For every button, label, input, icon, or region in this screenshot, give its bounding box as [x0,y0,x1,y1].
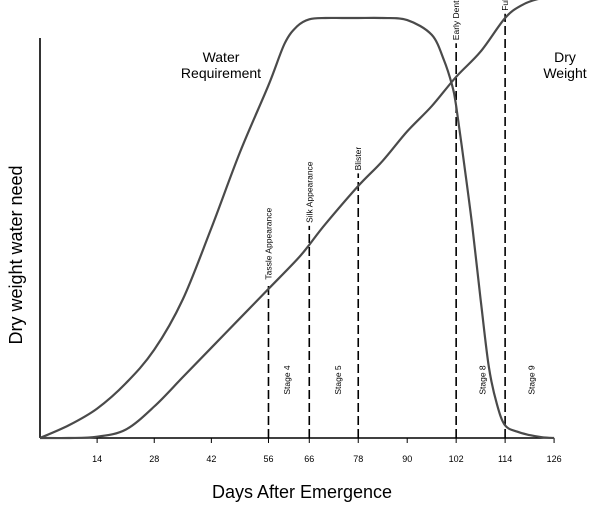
stage-markers: Tassle Appearance Silk Appearance Blister E… [263,0,537,438]
stage-marker-label: Early Dent [451,0,461,40]
stage-marker-label: Silk Appearance [304,161,314,223]
stage-marker-label: Blister [353,147,363,171]
stage-label: Stage 4 [282,365,292,395]
stage-label: Stage 8 [478,365,488,395]
y-axis-title: Dry weight water need [6,165,26,344]
water-requirement-label: Water Requirement [181,49,261,81]
dry-weight-label: Dry Weight [543,49,586,81]
dry-weight-curve [39,0,539,440]
x-tick-label: 90 [402,454,412,464]
x-tick-label: 56 [263,454,273,464]
stage-marker-label: Tassle Appearance [263,208,273,280]
axes [39,38,553,439]
x-tick-label: 126 [547,454,562,464]
water-requirement-curve [39,16,555,440]
x-tick-label: 66 [304,454,314,464]
x-axis-title: Days After Emergence [212,482,392,502]
curves [39,0,555,440]
x-tick-label: 14 [92,454,102,464]
x-tick-label: 42 [206,454,216,464]
labels: Water Requirement Dry Weight [181,49,587,81]
stage-label: Stage 5 [333,365,343,395]
x-tick-label: 114 [498,454,512,464]
stage-label: Stage 9 [527,365,537,395]
x-ticks: 14 28 42 56 66 78 90 102 114 126 [92,438,562,464]
x-tick-label: 102 [449,454,464,464]
stage-marker-label: Full Dent [500,0,510,11]
x-tick-label: 78 [353,454,363,464]
x-tick-label: 28 [149,454,159,464]
